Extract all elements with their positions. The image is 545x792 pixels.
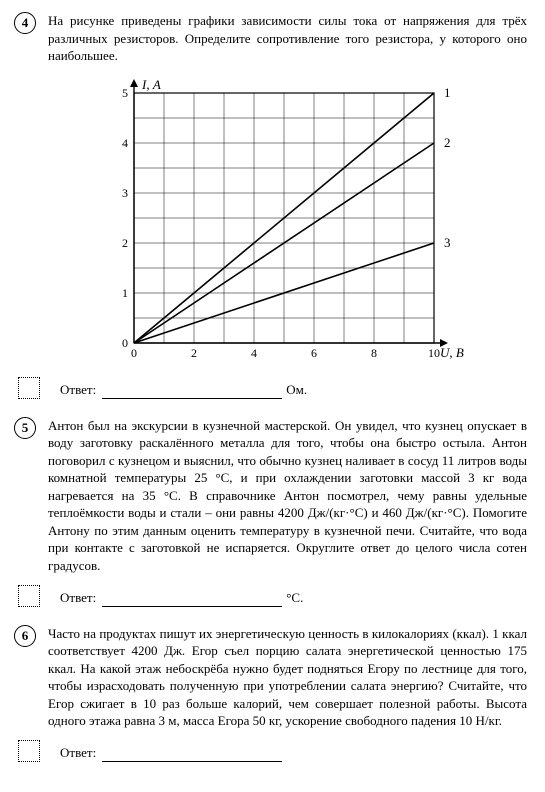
svg-text:0: 0 — [131, 346, 137, 360]
svg-text:3: 3 — [122, 186, 128, 200]
svg-text:2: 2 — [122, 236, 128, 250]
svg-text:1: 1 — [444, 85, 451, 100]
svg-text:3: 3 — [444, 235, 451, 250]
svg-text:5: 5 — [122, 86, 128, 100]
svg-text:U, В: U, В — [440, 345, 464, 360]
problem-5: 5 Антон был на экскурсии в кузнечной мас… — [18, 417, 527, 607]
resistor-chart: 0 2 4 6 8 10 0 1 2 3 4 5 I, А U, В 1 2 3 — [98, 71, 478, 367]
answer-unit: Ом. — [286, 381, 307, 399]
svg-text:6: 6 — [311, 346, 317, 360]
answer-row: Ответ: Ом. — [18, 377, 527, 399]
svg-text:0: 0 — [122, 336, 128, 350]
answer-row: Ответ: — [18, 740, 527, 762]
problem-6: 6 Часто на продуктах пишут их энергетиче… — [18, 625, 527, 762]
problem-number-badge: 6 — [14, 625, 36, 647]
answer-label: Ответ: — [60, 744, 96, 762]
svg-text:8: 8 — [371, 346, 377, 360]
answer-blank[interactable] — [102, 748, 282, 762]
answer-checkbox[interactable] — [18, 585, 40, 607]
answer-label: Ответ: — [60, 381, 96, 399]
svg-text:4: 4 — [251, 346, 257, 360]
problem-text: На рисунке приведены графики зависимости… — [48, 12, 527, 65]
svg-text:2: 2 — [191, 346, 197, 360]
svg-text:10: 10 — [428, 346, 440, 360]
answer-label: Ответ: — [60, 589, 96, 607]
answer-blank[interactable] — [102, 385, 282, 399]
svg-text:I, А: I, А — [141, 77, 161, 92]
answer-unit: °C. — [286, 589, 303, 607]
svg-text:1: 1 — [122, 286, 128, 300]
answer-blank[interactable] — [102, 593, 282, 607]
problem-number-badge: 4 — [14, 12, 36, 34]
svg-text:2: 2 — [444, 135, 451, 150]
chart-container: 0 2 4 6 8 10 0 1 2 3 4 5 I, А U, В 1 2 3 — [98, 71, 527, 367]
problem-number-badge: 5 — [14, 417, 36, 439]
answer-checkbox[interactable] — [18, 377, 40, 399]
problem-text: Часто на продуктах пишут их энергетическ… — [48, 625, 527, 730]
answer-row: Ответ: °C. — [18, 585, 527, 607]
problem-text: Антон был на экскурсии в кузнечной масте… — [48, 417, 527, 575]
svg-text:4: 4 — [122, 136, 128, 150]
problem-4: 4 На рисунке приведены графики зависимос… — [18, 12, 527, 399]
answer-checkbox[interactable] — [18, 740, 40, 762]
